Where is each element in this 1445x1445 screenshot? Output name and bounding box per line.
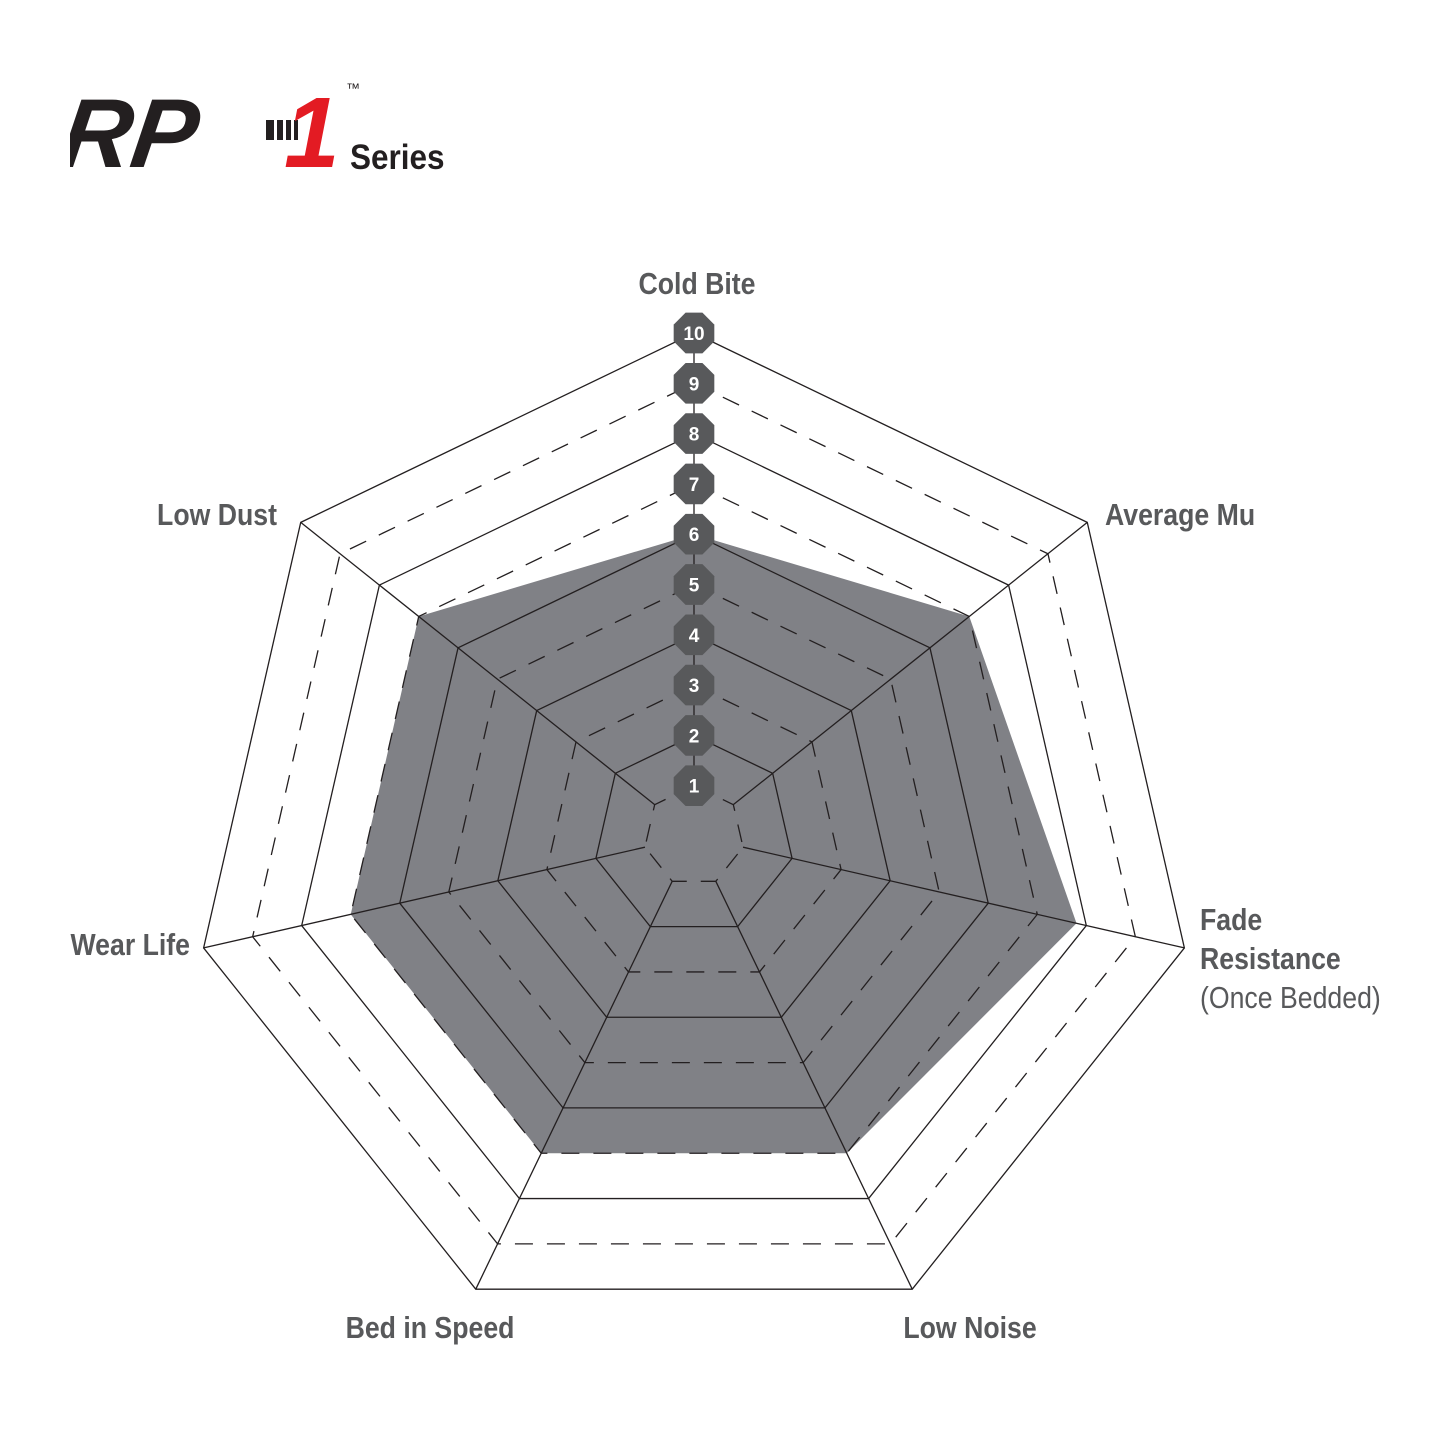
tick-label: 7 [689, 475, 700, 496]
grid-ring-7 [350, 483, 1038, 1154]
grid-ring-2 [595, 734, 793, 928]
axis-spoke [732, 521, 1088, 806]
logo-one: 1 [284, 77, 340, 185]
tick-badge-5: 5 [673, 564, 715, 605]
axis-spoke [475, 881, 673, 1290]
grid-ring-9 [251, 382, 1137, 1245]
badge-octagon [673, 614, 715, 656]
tick-badge-1: 1 [673, 765, 715, 807]
logo-series: Series [350, 139, 445, 178]
tick-label: 2 [689, 726, 700, 747]
logo-tm: ™ [346, 80, 360, 96]
tick-badge-2: 2 [673, 715, 715, 756]
data-area [350, 534, 1077, 1154]
axis-label: Low Dust [157, 498, 277, 532]
tick-badge-6: 6 [673, 513, 715, 555]
badge-octagon [673, 664, 715, 706]
badge-octagon [673, 765, 715, 807]
axis-label: Bed in Speed [346, 1311, 515, 1345]
tick-label: 5 [689, 576, 700, 597]
badge-octagon [673, 463, 715, 505]
tick-label: 3 [689, 676, 700, 697]
grid-ring-4 [497, 634, 891, 1018]
axis-label: Wear Life [70, 928, 190, 962]
tick-badge-7: 7 [673, 463, 715, 505]
tick-label: 6 [689, 525, 700, 546]
axis-label: (Once Bedded) [1200, 981, 1381, 1015]
badge-octagon [673, 513, 715, 555]
axis-spoke [742, 846, 1185, 949]
tick-badge-10: 10 [673, 312, 715, 354]
grid-ring-3 [546, 684, 842, 973]
tick-label: 1 [689, 777, 700, 798]
grid-ring-6 [399, 533, 989, 1109]
logo-dash [266, 120, 298, 140]
tick-badge-3: 3 [673, 664, 715, 706]
axis-label: Low Noise [903, 1311, 1036, 1345]
tick-label: 8 [689, 425, 700, 446]
tick-badge-4: 4 [673, 614, 715, 656]
axis-label: Cold Bite [639, 267, 756, 301]
tick-label: 10 [683, 324, 704, 345]
badge-octagon [673, 362, 715, 404]
axis-spoke [203, 846, 646, 949]
badge-octagon [673, 715, 715, 756]
badge-octagon [673, 413, 715, 454]
grid-ring-8 [300, 432, 1088, 1200]
badge-octagon [673, 312, 715, 354]
axis-label: Resistance [1200, 942, 1341, 976]
tick-badge-8: 8 [673, 413, 715, 454]
logo-rp: RP [70, 78, 206, 185]
tick-label: 4 [689, 626, 700, 647]
axis-label: Fade [1200, 903, 1262, 937]
tick-badge-9: 9 [673, 362, 715, 404]
axis-label: Average Mu [1105, 498, 1255, 532]
tick-label: 9 [689, 374, 700, 395]
axis-spoke [300, 521, 656, 806]
axis-spoke [715, 881, 913, 1290]
badge-octagon [673, 564, 715, 605]
grid-ring-10 [202, 332, 1186, 1290]
rp1-series-logo: RP 1 ™ Series [70, 77, 445, 185]
